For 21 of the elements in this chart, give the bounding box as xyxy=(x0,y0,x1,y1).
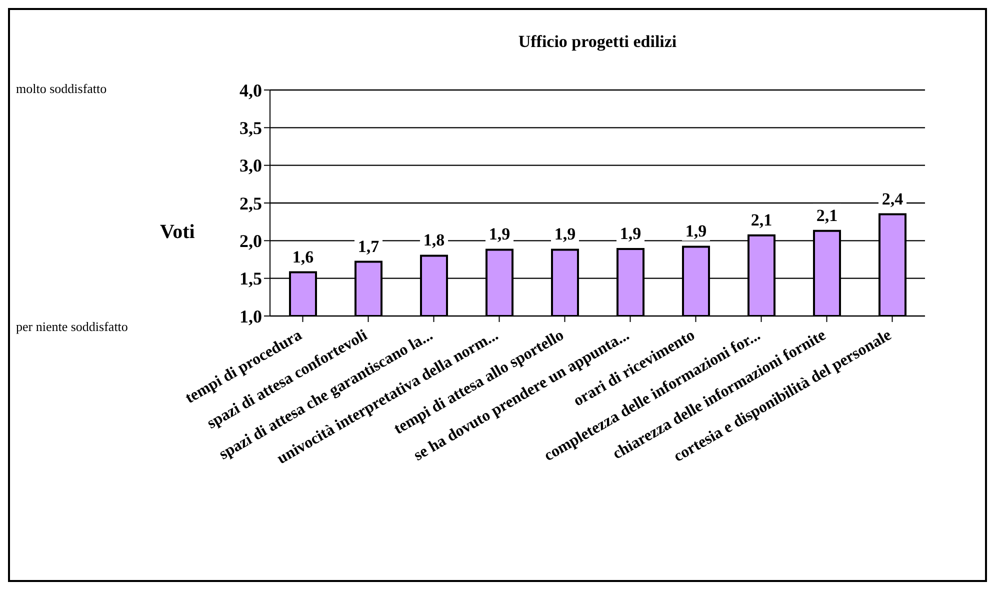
y-tick-label: 1,5 xyxy=(240,268,262,289)
y-tick-label: 4,0 xyxy=(240,80,262,100)
data-label: 1,6 xyxy=(292,247,314,266)
text: per niente soddisfatto xyxy=(16,319,128,335)
text: molto soddisfatto xyxy=(16,81,107,97)
y-tick-label: 3,5 xyxy=(240,118,262,138)
data-label: 1,9 xyxy=(554,224,576,244)
data-label: 2,1 xyxy=(816,206,838,225)
y-tick-label: 2,0 xyxy=(240,231,262,252)
y-tick-label: 2,5 xyxy=(240,193,262,214)
data-label: 1,9 xyxy=(488,224,510,244)
data-label: 2,1 xyxy=(750,210,772,230)
data-label: 1,9 xyxy=(685,222,707,241)
y-axis-title: Voti xyxy=(160,221,195,244)
y-tick-label: 1,0 xyxy=(240,306,262,326)
y-tick-label: 3,0 xyxy=(240,156,262,176)
data-label: 2,4 xyxy=(882,189,904,208)
data-label: 1,9 xyxy=(620,224,642,243)
chart-title: Ufficio progetti edilizi xyxy=(517,32,678,52)
data-label: 1,8 xyxy=(423,230,445,250)
data-label: 1,7 xyxy=(358,236,380,256)
